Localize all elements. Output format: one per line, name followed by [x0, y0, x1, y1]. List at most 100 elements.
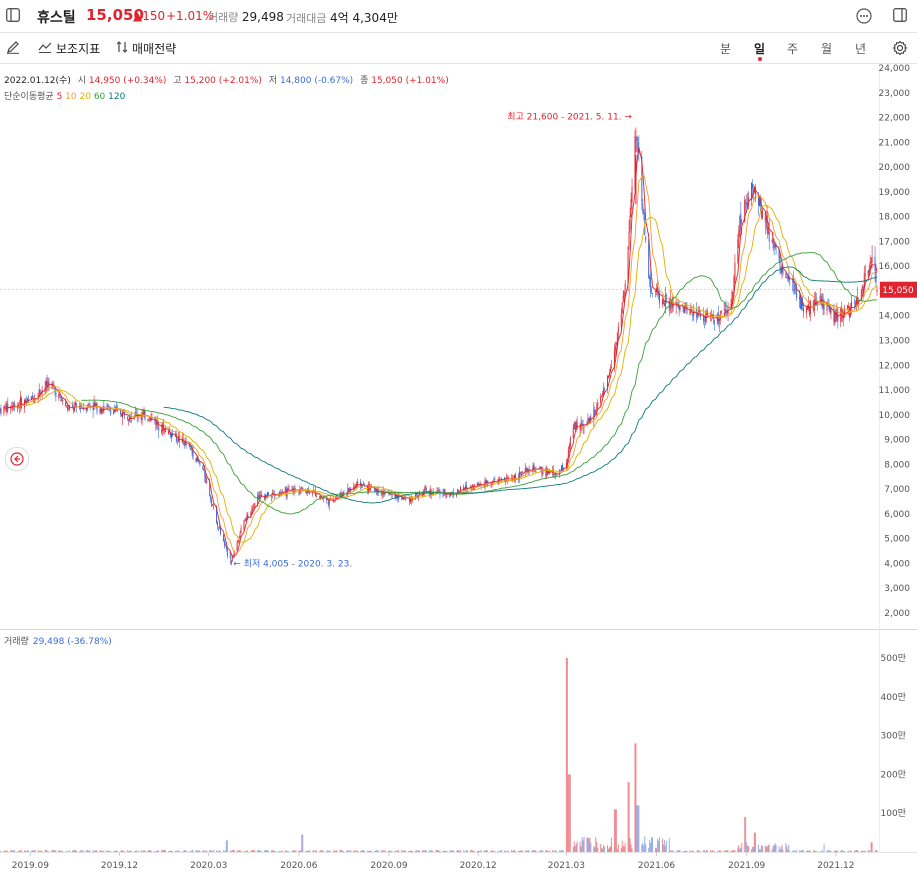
annotations: 최고 21,600 - 2021. 5. 11. → ← 최저 4,005 - 2… — [233, 111, 632, 569]
candle-body — [25, 400, 27, 402]
volume-bar — [651, 836, 653, 852]
candle-body — [326, 499, 328, 501]
volume-bar — [247, 850, 249, 852]
volume-bar — [18, 851, 20, 852]
candle-body — [469, 486, 471, 488]
candle-body — [298, 489, 300, 493]
volume-bar — [608, 848, 609, 852]
candle-body — [555, 473, 557, 475]
volume-bar — [268, 850, 269, 852]
volume-bar — [870, 842, 872, 852]
side-panel-icon[interactable] — [893, 8, 907, 25]
volume-bar — [548, 851, 550, 852]
volume-tick-label: 200만 — [881, 769, 906, 780]
candle-body — [403, 497, 405, 499]
volume-bar — [270, 850, 272, 852]
candle-body — [504, 477, 506, 481]
candle-body — [302, 487, 304, 491]
volume-bar — [45, 850, 47, 852]
candle-body — [270, 494, 272, 497]
period-month-tab[interactable]: 월 — [821, 42, 833, 56]
volume-bar — [231, 850, 233, 852]
candle-body — [278, 492, 280, 496]
volume-bar — [129, 850, 131, 852]
volume-bars — [0, 658, 878, 852]
pencil-icon[interactable] — [6, 40, 20, 57]
volume-bar — [590, 842, 592, 852]
candle-body — [123, 412, 125, 416]
candle-body — [805, 307, 807, 313]
candle-body — [465, 485, 467, 490]
candle-body — [431, 493, 433, 495]
volume-bar — [314, 851, 316, 852]
volume-bar — [842, 850, 844, 852]
time-tick-label: 2020.06 — [280, 861, 317, 871]
candle-body — [11, 407, 13, 408]
volume-bar — [622, 845, 624, 852]
volume-bar — [250, 851, 252, 852]
period-minute-tab[interactable]: 분 — [720, 42, 732, 56]
volume-bar — [202, 850, 204, 852]
candle-body — [136, 414, 138, 418]
indicator-button[interactable]: 보조지표 — [38, 40, 100, 57]
volume-bar — [403, 850, 405, 852]
volume-bar — [219, 850, 221, 852]
candle-body — [272, 493, 274, 494]
volume-bar — [620, 848, 622, 852]
stock-price: 15,050 — [86, 6, 144, 24]
volume-bar — [747, 845, 749, 852]
candle-body — [20, 397, 22, 407]
candle-body — [565, 462, 567, 467]
volume-bar — [642, 842, 644, 852]
volume-bar — [517, 851, 519, 852]
period-week-tab[interactable]: 주 — [787, 42, 799, 56]
candle-body — [731, 291, 733, 306]
more-options-icon[interactable] — [856, 8, 872, 27]
candle-body — [19, 405, 21, 408]
candle-body — [828, 304, 830, 310]
candle-body — [621, 302, 623, 314]
volume-bar — [428, 850, 430, 852]
candle-body — [189, 444, 191, 448]
candle-body — [5, 405, 7, 412]
volume-bar — [874, 850, 876, 852]
volume-bar — [545, 850, 547, 852]
settings-gear-icon[interactable] — [892, 40, 908, 59]
strategy-button[interactable]: 매매전략 — [116, 40, 176, 57]
volume-bar — [181, 851, 183, 852]
candle-body — [517, 478, 519, 480]
volume-bar — [32, 850, 34, 852]
candle-body — [108, 405, 110, 408]
candle-body — [18, 404, 20, 407]
candle-body — [484, 480, 486, 488]
volume-bar — [174, 850, 176, 852]
volume-bar — [574, 846, 576, 852]
volume-bar — [75, 850, 77, 852]
candle-body — [527, 468, 529, 472]
volume-bar — [354, 850, 356, 852]
candle-body — [446, 495, 448, 497]
volume-bar — [178, 850, 180, 852]
volume-bar — [755, 832, 756, 852]
volume-bar — [589, 837, 591, 852]
volume-bar — [668, 838, 670, 852]
volume-bar — [732, 850, 734, 852]
sidebar-toggle-icon[interactable] — [6, 8, 20, 22]
candle-body — [774, 242, 776, 248]
scroll-back-button[interactable] — [5, 447, 29, 471]
period-year-tab[interactable]: 년 — [855, 42, 867, 56]
candle-body — [17, 406, 19, 409]
candle-body — [492, 480, 494, 485]
price-tick-label: 14,000 — [879, 312, 911, 322]
volume-bar — [54, 850, 56, 852]
volume-bar — [423, 850, 425, 852]
volume-bar — [438, 850, 440, 852]
candle-body — [471, 485, 473, 490]
period-day-tab[interactable]: 일 — [754, 42, 766, 56]
ohlc-info: 2022.01.12(수) 시 14,950 (+0.34%) 고 15,200… — [4, 73, 449, 86]
volume-bar — [767, 845, 769, 852]
volume-bar — [444, 851, 446, 852]
candle-body — [453, 492, 455, 496]
volume-bar — [415, 850, 417, 852]
volume-bar — [134, 850, 136, 852]
